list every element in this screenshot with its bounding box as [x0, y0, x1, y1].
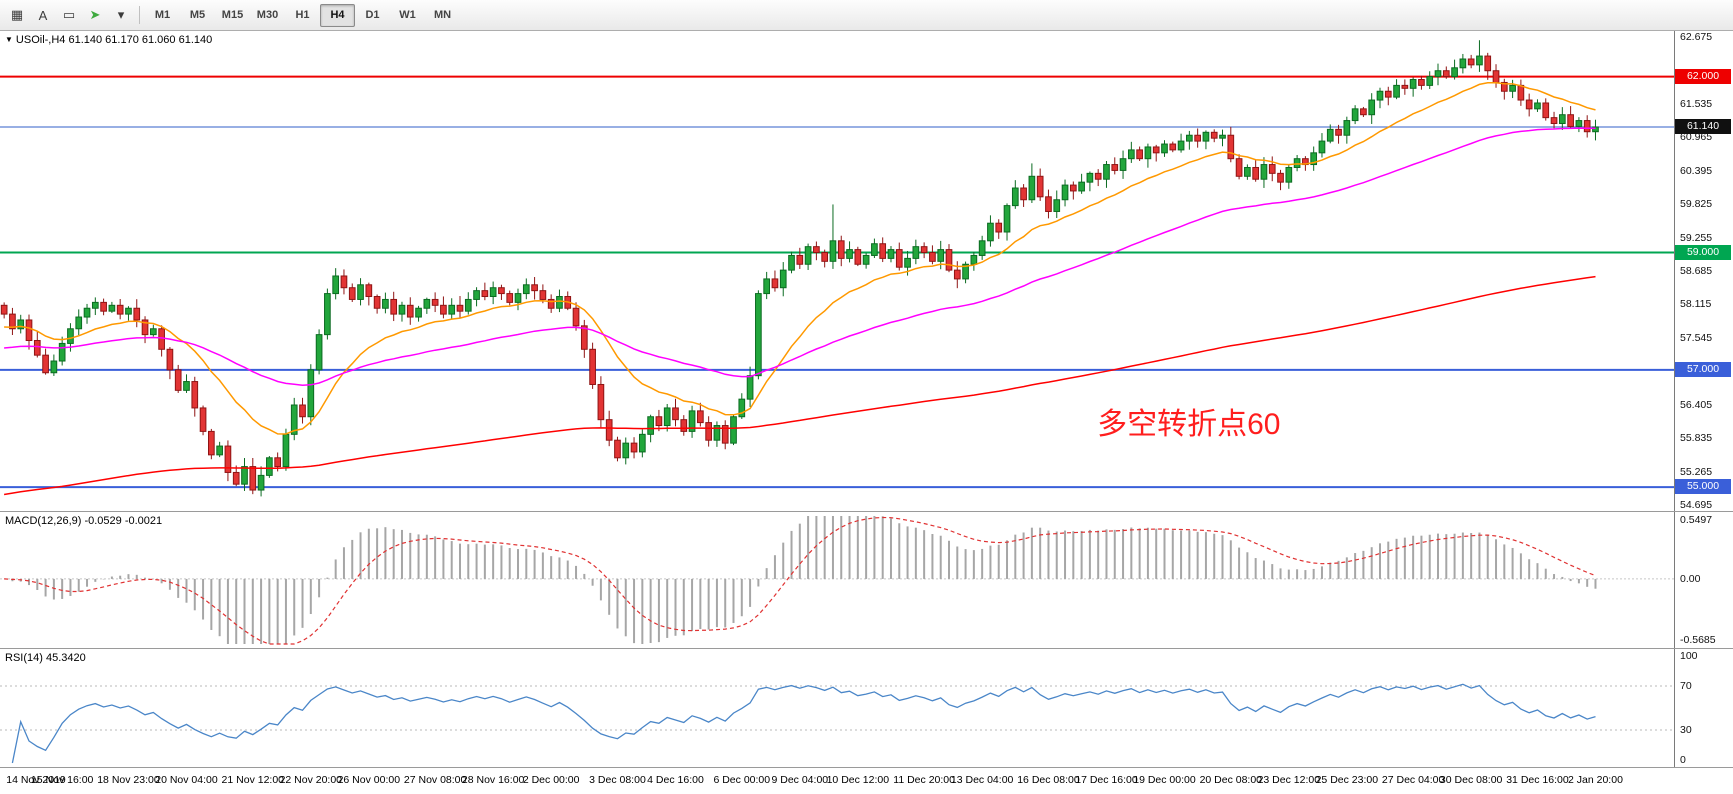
timeframe-button-m15[interactable]: M15 — [221, 9, 244, 21]
toolbar-separator — [139, 6, 140, 24]
price-tick-label: 60.965 — [1680, 131, 1713, 144]
toolbar-icon-group: ▦ A ▭ ➤ ▾ — [4, 3, 134, 27]
timeframe-button-m30[interactable]: M30 — [256, 9, 279, 21]
rsi-axis-label: 30 — [1680, 724, 1692, 736]
time-label: 25 Dec 23:00 — [1315, 774, 1379, 786]
price-badge-59.000: 59.000 — [1675, 244, 1731, 260]
panel-splitter[interactable] — [0, 648, 1733, 649]
chinese-annotation[interactable]: 多空转折点60 — [1097, 408, 1281, 442]
price-tick-label: 62.675 — [1680, 31, 1713, 43]
rsi-axis-label: 0 — [1680, 754, 1686, 766]
macd-canvas[interactable] — [0, 512, 1675, 648]
time-label: 23 Dec 12:00 — [1257, 774, 1321, 786]
price-badge-61.140: 61.140 — [1675, 119, 1731, 135]
price-tick-label: 58.685 — [1680, 265, 1713, 277]
timeframe-button-m5[interactable]: M5 — [189, 9, 206, 21]
panel-splitter[interactable] — [0, 767, 1733, 768]
rsi-panel: RSI(14) 45.3420 100 70 30 0 — [0, 649, 1733, 767]
time-label: 20 Nov 04:00 — [155, 774, 218, 786]
time-label: 18 Nov 23:00 — [97, 774, 160, 786]
panel-splitter[interactable] — [0, 511, 1733, 512]
rectangle-tool-icon[interactable]: ▭ — [62, 7, 76, 22]
time-label: 4 Dec 16:00 — [647, 774, 704, 786]
timeframe-button-d1[interactable]: D1 — [365, 9, 380, 21]
price-tick-label: 58.115 — [1680, 298, 1712, 311]
time-label: 26 Nov 00:00 — [337, 774, 401, 786]
rsi-canvas[interactable] — [0, 649, 1675, 767]
symbol-ohlc-label: ▼ USOil-,H4 61.140 61.170 61.060 61.140 — [5, 34, 212, 46]
time-label: 28 Nov 16:00 — [461, 774, 525, 786]
rsi-axis[interactable]: 100 70 30 0 — [1674, 649, 1733, 767]
price-axis[interactable]: 62.675 61.535 60.965 60.395 59.825 59.255 58.6… — [1674, 31, 1733, 511]
time-label: 31 Dec 16:00 — [1506, 774, 1569, 786]
price-tick-label: 54.695 — [1680, 499, 1713, 511]
more-tools-icon[interactable]: ▾ — [117, 7, 125, 22]
symbol-ohlc-text: USOil-,H4 61.140 61.170 61.060 61.140 — [15, 34, 213, 46]
collapse-arrow-icon[interactable]: ▼ — [5, 35, 13, 44]
main-chart-canvas[interactable] — [0, 31, 1675, 511]
time-axis[interactable]: 14 Nov 2019 15 Nov 16:00 18 Nov 23:00 20 No… — [0, 768, 1733, 794]
chart-mode-icon[interactable]: ▦ — [10, 7, 24, 22]
timeframe-button-m1[interactable]: M1 — [154, 9, 171, 21]
timeframe-button-h1[interactable]: H1 — [295, 9, 310, 21]
time-label: 20 Dec 08:00 — [1199, 774, 1263, 786]
macd-scale-zero: 0.00 — [1680, 572, 1701, 585]
price-tick-label: 55.265 — [1680, 465, 1713, 478]
time-label: 6 Dec 00:00 — [713, 774, 771, 786]
price-badge-55.000: 55.000 — [1675, 479, 1731, 495]
time-label: 3 Dec 08:00 — [589, 774, 646, 786]
chart-window: ▼ USOil-,H4 61.140 61.170 61.060 61.140 多… — [0, 31, 1733, 794]
price-badge-62.000: 62.000 — [1675, 68, 1731, 84]
macd-panel: MACD(12,26,9) -0.0529 -0.0021 0.5497 0.0… — [0, 512, 1733, 648]
price-tick-label: 55.835 — [1680, 432, 1713, 445]
macd-label: MACD(12,26,9) -0.0529 -0.0021 — [5, 515, 163, 527]
text-tool-icon[interactable]: A — [38, 7, 48, 23]
price-tick-label: 56.405 — [1680, 398, 1713, 411]
rsi-axis-label: 70 — [1680, 680, 1692, 692]
time-label: 21 Nov 12:00 — [221, 774, 285, 786]
timeframe-button-w1[interactable]: W1 — [399, 9, 416, 21]
time-label: 14 Nov 2019 — [6, 774, 66, 786]
time-label: 2 Jan 20:00 — [1568, 774, 1623, 786]
time-label: 17 Dec 16:00 — [1075, 774, 1138, 786]
time-label: 19 Dec 00:00 — [1133, 774, 1196, 786]
time-label: 11 Dec 20:00 — [893, 774, 955, 786]
macd-axis[interactable]: 0.5497 0.00 -0.5685 — [1674, 512, 1733, 648]
time-label: 9 Dec 04:00 — [771, 774, 829, 786]
time-label: 30 Dec 08:00 — [1439, 774, 1503, 786]
price-tick-label: 60.395 — [1680, 164, 1713, 177]
macd-scale-min: -0.5685 — [1680, 634, 1716, 646]
time-label: 13 Dec 04:00 — [950, 774, 1014, 786]
main-chart-panel: ▼ USOil-,H4 61.140 61.170 61.060 61.140 多… — [0, 31, 1733, 511]
rsi-label: RSI(14) 45.3420 — [5, 652, 86, 664]
price-tick-label: 61.535 — [1680, 97, 1713, 110]
time-label: 10 Dec 12:00 — [826, 774, 890, 786]
time-label: 16 Dec 08:00 — [1017, 774, 1080, 786]
price-badge-57.000: 57.000 — [1675, 361, 1731, 377]
cursor-tool-icon[interactable]: ➤ — [89, 7, 101, 22]
time-label: 2 Dec 00:00 — [522, 774, 580, 786]
timeframe-button-h4[interactable]: H4 — [320, 3, 355, 27]
timeframe-button-mn[interactable]: MN — [433, 9, 452, 21]
macd-scale-max: 0.5497 — [1680, 514, 1713, 526]
price-tick-label: 59.255 — [1680, 231, 1713, 244]
rsi-axis-label: 100 — [1680, 650, 1698, 662]
time-label: 27 Dec 04:00 — [1381, 774, 1445, 786]
price-tick-label: 59.825 — [1680, 198, 1713, 211]
price-tick-label: 57.545 — [1680, 331, 1713, 344]
toolbar: ▦ A ▭ ➤ ▾ M1 M5 M15 M30 H1 H4 D1 W1 MN — [0, 0, 1733, 31]
timeframe-button-group: M1 M5 M15 M30 H1 H4 D1 W1 MN — [145, 3, 460, 27]
time-label: 15 Nov 16:00 — [30, 774, 94, 786]
time-label: 27 Nov 08:00 — [403, 774, 467, 786]
time-label: 22 Nov 20:00 — [279, 774, 343, 786]
